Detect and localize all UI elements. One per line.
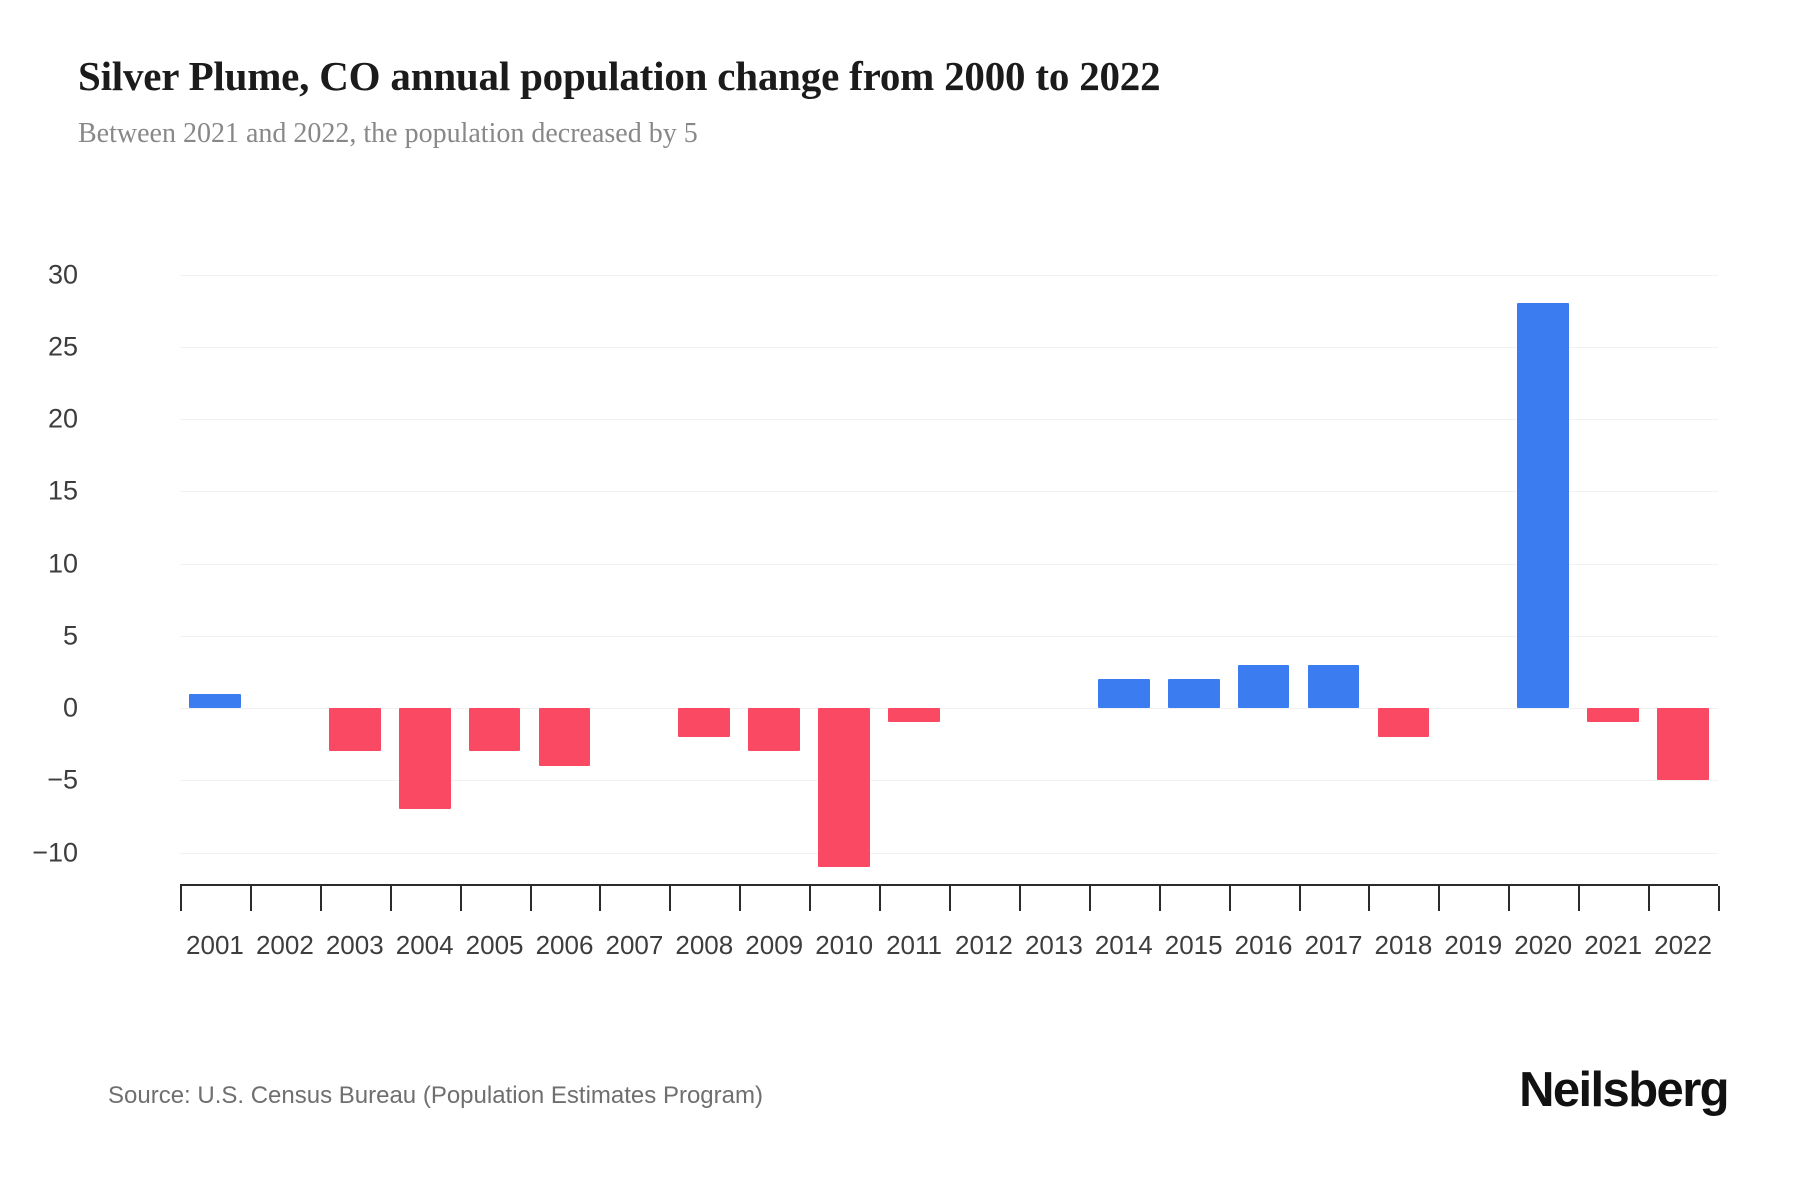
- x-axis-tick: [949, 886, 951, 911]
- x-axis-tick-label-2007: 2007: [605, 930, 664, 960]
- x-axis-tick: [1648, 886, 1651, 911]
- x-axis-tick: [1718, 886, 1720, 911]
- gridline-0: [180, 708, 1718, 709]
- x-axis-tick-label-2009: 2009: [745, 930, 804, 960]
- bar-2014[interactable]: [1097, 679, 1150, 708]
- x-axis-ticks-group: 2001 2002 2003 2004 2005 2006 2007 2008 2009 2010…: [180, 0, 1720, 1200]
- x-axis-tick: [1368, 886, 1371, 911]
- bar-2004[interactable]: [398, 708, 451, 810]
- x-axis-tick: [1298, 886, 1301, 911]
- bar-2017[interactable]: [1307, 664, 1360, 708]
- x-axis-tick: [319, 886, 322, 911]
- x-axis-tick: [180, 886, 182, 911]
- bar-2020[interactable]: [1517, 303, 1570, 708]
- y-axis-tick-label: −10: [32, 837, 78, 867]
- y-axis-tick-label: 30: [47, 259, 78, 289]
- bar-2011[interactable]: [888, 708, 940, 723]
- x-axis-tick: [1018, 886, 1021, 911]
- x-axis-tick: [809, 886, 812, 911]
- x-axis-tick-label-2017: 2017: [1304, 930, 1363, 960]
- gridline--5: [180, 780, 1718, 782]
- y-axis-tick-label: 20: [47, 403, 78, 434]
- chart-header: Silver Plume, CO annual population chang…: [78, 52, 1728, 151]
- x-axis-tick: [1438, 886, 1441, 911]
- gridline-25: [180, 346, 1718, 348]
- bar-2016[interactable]: [1237, 664, 1290, 708]
- x-axis-tick-label-2008: 2008: [675, 930, 734, 960]
- x-axis-tick: [1228, 886, 1231, 911]
- x-axis-tick: [1158, 886, 1161, 911]
- gridline--10: [180, 852, 1718, 854]
- x-axis-line: [180, 884, 1718, 886]
- bar-2009[interactable]: [748, 708, 801, 752]
- x-axis-tick-label-2014: 2014: [1094, 930, 1153, 960]
- gridline-5: [180, 635, 1718, 637]
- x-axis-tick: [249, 886, 252, 911]
- chart-subtitle: Between 2021 and 2022, the population de…: [78, 118, 698, 150]
- gridline-30: [180, 274, 1718, 276]
- x-axis-tick: [1578, 886, 1581, 911]
- x-axis-tick-label-2016: 2016: [1234, 930, 1293, 960]
- gridlines-group: 30 25 20 15 10 5 0 −5 −10: [32, 0, 1718, 1200]
- y-axis-tick-label: 5: [62, 620, 78, 651]
- gridline-20: [180, 419, 1718, 420]
- bar-2006[interactable]: [538, 708, 591, 766]
- y-axis-tick-label: 0: [62, 692, 78, 723]
- bar-2022[interactable]: [1657, 708, 1709, 781]
- x-axis-tick-label-2011: 2011: [886, 930, 942, 960]
- bar-2018[interactable]: [1377, 708, 1430, 737]
- y-axis-tick-label: 25: [47, 331, 78, 362]
- bar-2003[interactable]: [328, 708, 381, 752]
- x-axis-tick: [879, 886, 882, 911]
- x-axis-tick-label-2002: 2002: [255, 930, 314, 960]
- x-axis-tick-label-2004: 2004: [395, 930, 454, 960]
- x-axis-tick-label-2006: 2006: [535, 930, 594, 960]
- x-axis-tick: [1088, 886, 1091, 911]
- x-axis-tick: [739, 886, 742, 911]
- x-axis-tick-label-2001: 2001: [186, 930, 244, 960]
- brand-logo: Neilsberg: [1519, 1063, 1730, 1117]
- x-axis-tick-label-2020: 2020: [1514, 930, 1573, 960]
- gridline-10: [180, 563, 1718, 565]
- bars-group: [180, 0, 1718, 1200]
- x-axis-tick-label-2018: 2018: [1374, 930, 1433, 960]
- x-axis-tick: [529, 886, 532, 911]
- bar-2005[interactable]: [468, 708, 521, 752]
- bar-2008[interactable]: [678, 708, 731, 737]
- x-axis-tick: [1508, 886, 1511, 911]
- gridline-15: [180, 491, 1718, 493]
- x-axis-tick: [459, 886, 462, 911]
- y-axis-tick-label: −5: [47, 764, 78, 795]
- x-axis-tick-label-2022: 2022: [1654, 930, 1712, 960]
- source-note: Source: U.S. Census Bureau (Population E…: [108, 1082, 763, 1109]
- x-axis-tick-label-2010: 2010: [815, 930, 874, 960]
- x-axis-tick-label-2021: 2021: [1584, 930, 1643, 960]
- y-axis-tick-label: 15: [47, 475, 78, 506]
- bar-2021[interactable]: [1587, 708, 1639, 723]
- x-axis-tick: [389, 886, 392, 911]
- bar-2015[interactable]: [1167, 679, 1220, 708]
- x-axis-tick-label-2019: 2019: [1444, 930, 1503, 960]
- x-axis-tick-label-2013: 2013: [1024, 930, 1083, 960]
- bar-2010[interactable]: [818, 708, 870, 867]
- x-axis-tick-label-2003: 2003: [325, 930, 384, 960]
- x-axis-tick-label-2015: 2015: [1164, 930, 1223, 960]
- y-axis-tick-label: 10: [47, 548, 78, 578]
- x-axis-tick: [669, 886, 672, 911]
- x-axis-tick-label-2012: 2012: [955, 930, 1013, 960]
- bar-2001[interactable]: [189, 693, 241, 708]
- x-axis-tick: [599, 886, 602, 911]
- page-title: Silver Plume, CO annual population chang…: [78, 53, 1161, 99]
- x-axis-tick-label-2005: 2005: [465, 930, 524, 960]
